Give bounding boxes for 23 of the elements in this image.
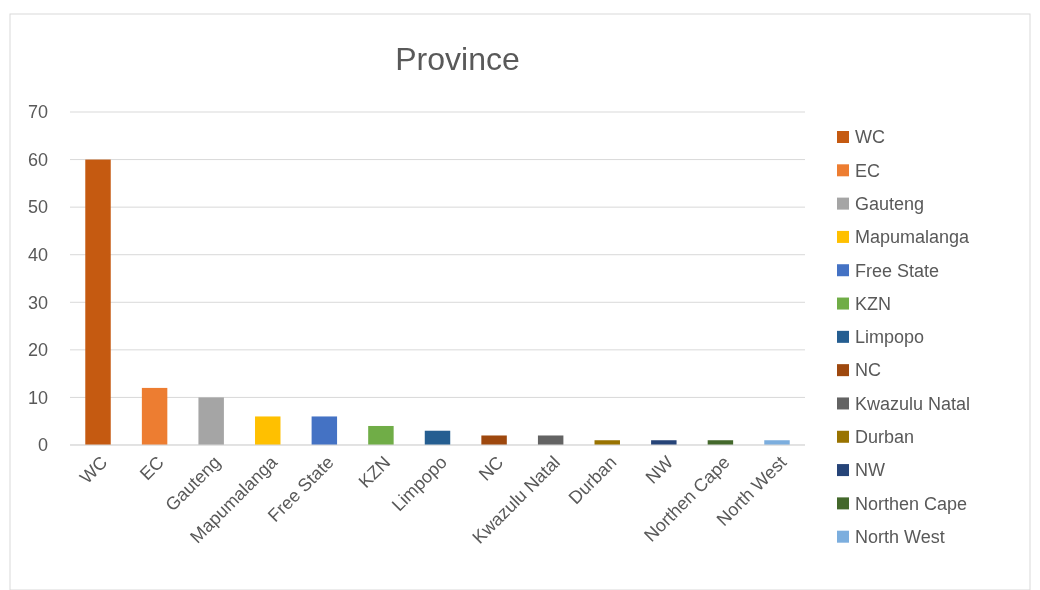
legend-label: Limpopo	[855, 327, 925, 348]
y-tick-label: 70	[27, 102, 48, 123]
legend-label: Durban	[855, 427, 915, 448]
legend-label: NC	[855, 360, 881, 381]
legend-label: Kwazulu Natal	[855, 393, 971, 414]
legend-label: EC	[855, 160, 881, 181]
x-tick-label: EC	[136, 452, 168, 484]
chart-title: Province	[395, 41, 520, 77]
legend-label: Gauteng	[855, 193, 925, 214]
legend-label: Mapumalanga	[855, 227, 971, 248]
x-tick-label: WC	[75, 452, 112, 488]
legend-label: WC	[855, 127, 885, 148]
y-tick-label: 30	[27, 292, 48, 313]
legend-label: Free State	[855, 260, 940, 281]
x-tick-label: NC	[474, 452, 508, 485]
y-tick-label: 40	[27, 245, 48, 266]
y-tick-label: 60	[27, 149, 48, 170]
y-tick-label: 50	[27, 197, 48, 218]
x-tick-label: NW	[641, 452, 678, 488]
y-tick-label: 10	[27, 387, 48, 408]
y-tick-label: 20	[27, 340, 48, 361]
y-tick-label: 0	[37, 435, 48, 456]
legend-label: KZN	[855, 293, 891, 314]
